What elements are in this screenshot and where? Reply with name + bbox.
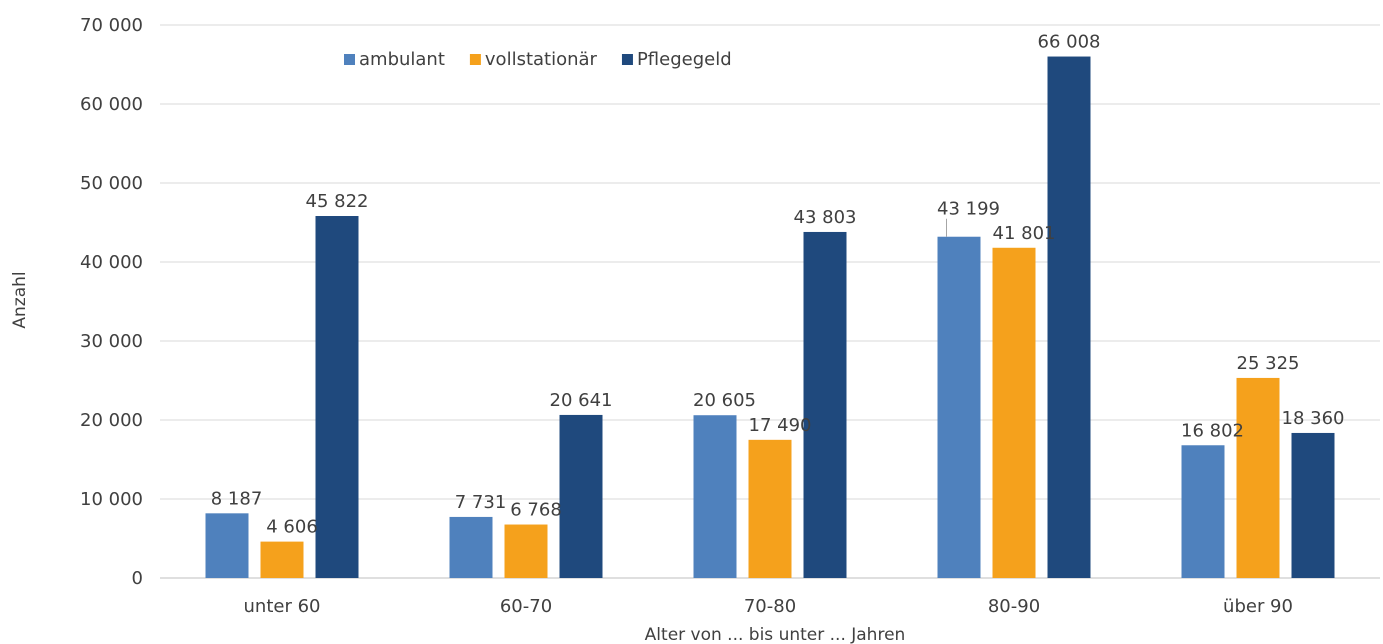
y-tick-label: 50 000 (80, 173, 143, 194)
legend-label: Pflegegeld (637, 49, 732, 70)
bar-vollstation-r (260, 541, 304, 578)
data-label: 43 803 (794, 207, 857, 228)
bar-ambulant (1181, 445, 1225, 578)
x-axis-title: Alter von ... bis unter ... Jahren (645, 625, 906, 644)
x-tick-label: 70-80 (744, 596, 796, 617)
bar-pflegegeld (559, 414, 603, 578)
legend-label: ambulant (359, 49, 445, 70)
data-label: 6 768 (510, 500, 562, 521)
data-label: 8 187 (211, 488, 263, 509)
bar-ambulant (205, 513, 249, 578)
bar-vollstation-r (504, 524, 548, 578)
y-tick-label: 10 000 (80, 489, 143, 510)
x-tick-label: über 90 (1223, 596, 1293, 617)
data-label: 7 731 (455, 492, 507, 513)
data-label: 17 490 (749, 415, 812, 436)
data-label: 43 199 (937, 199, 1000, 220)
bar-ambulant (449, 516, 493, 578)
x-axis-ticks: unter 60 60-70 70-80 80-90 über 90 (244, 596, 1293, 617)
x-tick-label: unter 60 (244, 596, 321, 617)
y-axis-ticks: 0 10 000 20 000 30 000 40 000 50 000 60 000 70 … (80, 15, 143, 589)
x-tick-label: 80-90 (988, 596, 1040, 617)
bar-pflegegeld (315, 216, 359, 578)
legend-label: vollstationär (485, 49, 598, 70)
bar-ambulant (937, 236, 981, 578)
y-tick-label: 40 000 (80, 252, 143, 273)
gridlines (160, 24, 1380, 579)
data-label: 20 605 (693, 390, 756, 411)
y-tick-label: 70 000 (80, 15, 143, 36)
bar-pflegegeld (803, 231, 847, 578)
y-axis-title: Anzahl (10, 271, 30, 328)
y-tick-label: 20 000 (80, 410, 143, 431)
y-tick-label: 0 (132, 568, 143, 589)
y-tick-label: 60 000 (80, 94, 143, 115)
bar-ambulant (693, 415, 737, 578)
legend-swatch (344, 54, 355, 65)
data-label: 4 606 (266, 517, 318, 538)
bar-pflegegeld (1291, 432, 1335, 578)
bar-pflegegeld (1047, 56, 1091, 578)
bar-vollstation-r (748, 439, 792, 578)
bar-vollstation-r (992, 247, 1036, 578)
legend: ambulant vollstationär Pflegegeld (344, 49, 732, 70)
legend-swatch (469, 54, 481, 65)
bars (205, 56, 1335, 578)
data-label: 16 802 (1181, 420, 1244, 441)
data-label: 45 822 (306, 191, 369, 212)
data-label: 25 325 (1237, 353, 1300, 374)
y-tick-label: 30 000 (80, 331, 143, 352)
data-label: 41 801 (993, 223, 1056, 244)
x-tick-label: 60-70 (500, 596, 552, 617)
bar-vollstation-r (1236, 377, 1280, 578)
data-label: 18 360 (1282, 408, 1345, 429)
data-label: 20 641 (550, 390, 613, 411)
data-label: 66 008 (1038, 32, 1101, 53)
legend-swatch (621, 54, 633, 65)
